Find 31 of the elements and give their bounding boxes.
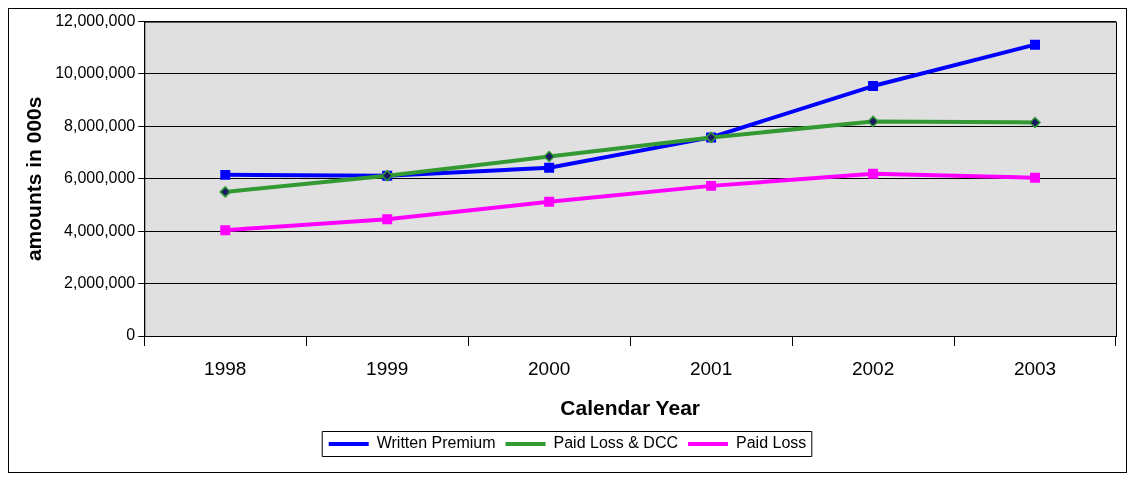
point (544, 162, 555, 173)
point (543, 150, 555, 163)
y-tick-label: 8,000,000 (64, 116, 136, 134)
point (220, 169, 231, 180)
y-tick-label: 0 (126, 326, 136, 344)
point (220, 225, 231, 236)
x-tick-label: 2002 (851, 357, 895, 379)
point (544, 196, 555, 207)
y-tick-label: 10,000,000 (55, 64, 136, 82)
point (382, 214, 393, 225)
y-tick-label: 12,000,000 (55, 12, 136, 30)
y-axis-title: amounts in 000s (22, 96, 46, 262)
point (1030, 39, 1041, 50)
point (706, 180, 717, 191)
point (1029, 116, 1041, 129)
point (867, 115, 879, 128)
x-tick-label: 2000 (528, 357, 571, 379)
legend-label: Written Premium (376, 434, 496, 452)
x-axis-title: Calendar Year (560, 396, 700, 420)
point (868, 81, 879, 92)
x-tick-label: 1998 (204, 357, 247, 379)
x-tick-label: 2001 (689, 357, 733, 379)
point (868, 168, 879, 179)
y-tick-label: 2,000,000 (64, 274, 136, 292)
point (1030, 172, 1041, 183)
legend-label: Paid Loss & DCC (553, 434, 679, 452)
y-tick-label: 4,000,000 (64, 221, 136, 239)
x-tick-label: 1999 (366, 357, 409, 379)
x-tick-label: 2003 (1013, 357, 1057, 379)
y-tick-label: 6,000,000 (64, 169, 136, 187)
legend-label: Paid Loss (736, 434, 807, 452)
